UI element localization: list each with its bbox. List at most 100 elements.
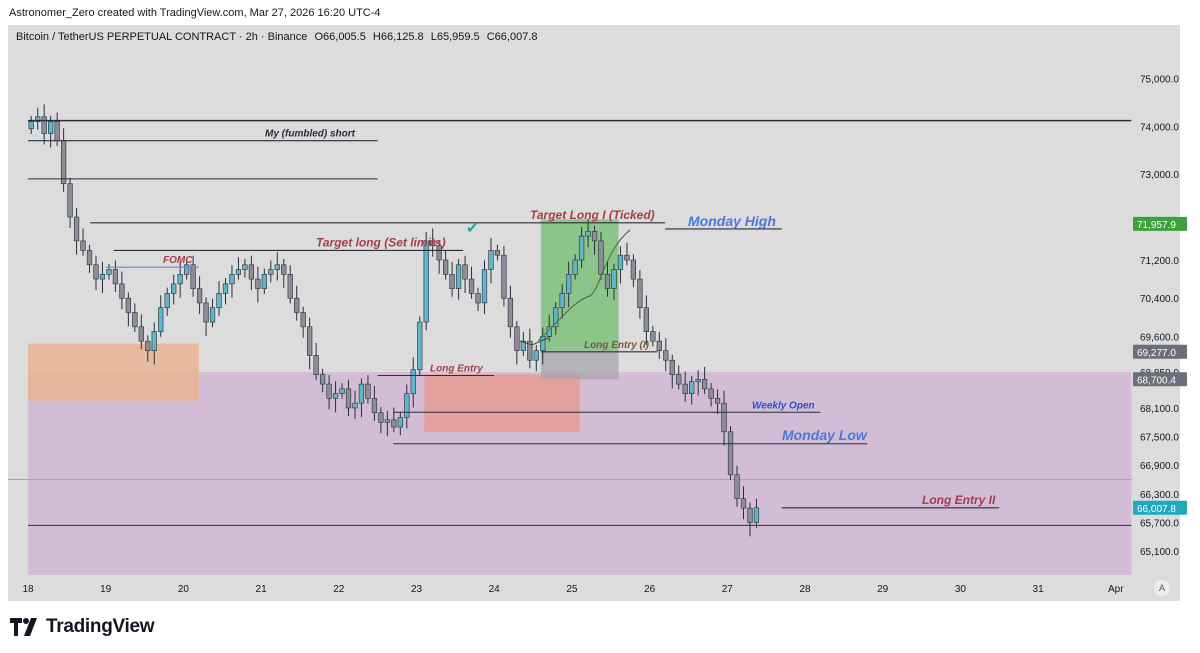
y-tick-label: 66,900.0 <box>1140 461 1179 472</box>
candle-body <box>261 274 267 289</box>
candle-body <box>553 307 559 328</box>
candle-body <box>578 235 585 261</box>
candle-body <box>294 297 300 313</box>
tradingview-logo-icon <box>10 618 37 636</box>
zone-orange <box>28 343 199 401</box>
candle-body <box>559 293 565 309</box>
candle-body <box>714 398 721 404</box>
level-label: Weekly Open <box>752 400 815 411</box>
price-badge <box>1133 344 1187 359</box>
candle-body <box>507 297 514 328</box>
candle-body <box>617 254 624 270</box>
candle-body <box>41 116 47 134</box>
candle-body <box>307 326 313 356</box>
candle-body <box>73 216 80 242</box>
candle-body <box>345 388 352 409</box>
zone-red <box>424 374 580 432</box>
candle-body <box>248 264 255 280</box>
x-tick-label: 23 <box>411 584 423 595</box>
candle-body <box>391 419 397 428</box>
candle-body <box>196 288 203 304</box>
y-tick-label: 68,100.0 <box>1140 404 1179 415</box>
y-tick-label: 74,000.0 <box>1140 122 1179 133</box>
candle-body <box>28 121 34 130</box>
logo-text: TradingView <box>46 616 155 637</box>
auto-scale-button[interactable]: A <box>1154 580 1170 596</box>
ohlc-high: H66,125.8 <box>372 31 424 43</box>
candle-body <box>203 302 209 323</box>
candle-body <box>481 269 488 304</box>
candle-body <box>319 374 326 385</box>
candle-body <box>533 350 539 361</box>
candle-body <box>242 264 248 270</box>
y-tick-label: 67,500.0 <box>1140 433 1179 444</box>
candle-body <box>702 379 708 390</box>
candle-body <box>86 250 93 266</box>
candle-body <box>468 278 475 294</box>
candle-body <box>112 269 119 285</box>
candle-body <box>287 274 293 299</box>
candle-body <box>695 379 701 383</box>
projection-start <box>519 337 549 346</box>
tradingview-logo[interactable]: TradingView <box>10 616 155 638</box>
candle-body <box>520 340 526 351</box>
candle-body <box>80 240 86 251</box>
candle-body <box>48 121 54 134</box>
x-tick-label: 19 <box>100 584 112 595</box>
x-tick-label: 24 <box>489 584 501 595</box>
candle-body <box>430 240 436 246</box>
candle-body <box>501 254 507 299</box>
candle-body <box>514 326 520 351</box>
candle-body <box>682 383 688 394</box>
candle-body <box>443 259 449 275</box>
x-tick-label: Apr <box>1108 584 1124 595</box>
candle-body <box>145 340 151 351</box>
candle-body <box>67 183 73 218</box>
candle-body <box>268 269 274 275</box>
candle-body <box>747 507 753 523</box>
x-tick-label: 29 <box>877 584 889 595</box>
x-tick-label: 20 <box>178 584 190 595</box>
candle-body <box>60 140 67 184</box>
candle-body <box>378 412 384 423</box>
candle-body <box>119 283 125 299</box>
candle-body <box>93 264 99 280</box>
symbol-name[interactable]: Bitcoin / TetherUS PERPETUAL CONTRACT · … <box>16 31 308 43</box>
candle-body <box>423 240 429 323</box>
candle-body <box>184 264 190 275</box>
y-tick-label: 65,700.0 <box>1140 519 1179 530</box>
candle-body <box>209 307 216 323</box>
price-badge-label: 68,700.4 <box>1137 375 1176 386</box>
candle-body <box>630 259 637 280</box>
candle-body <box>332 393 339 399</box>
y-tick-label: 65,100.0 <box>1140 547 1179 558</box>
candle-body <box>229 274 235 285</box>
candle-body <box>598 240 604 275</box>
candle-body <box>740 498 747 509</box>
level-label: Target long (Set limits) <box>316 235 446 249</box>
candle-body <box>339 388 345 394</box>
candle-body <box>99 274 106 280</box>
candle-body <box>358 383 365 404</box>
candle-body <box>449 274 455 289</box>
candle-body <box>216 293 222 309</box>
level-label: FOMC <box>163 255 193 266</box>
candle-body <box>151 331 157 351</box>
candle-body <box>313 355 319 375</box>
projection-path <box>537 229 631 342</box>
candle-body <box>637 278 643 309</box>
candle-body <box>397 417 403 428</box>
candle-body <box>689 381 695 394</box>
candle-body <box>222 283 229 294</box>
candle-body <box>650 331 656 342</box>
candle-body <box>326 383 332 399</box>
price-badge-label: 69,277.0 <box>1137 348 1176 359</box>
candle-body <box>566 274 572 294</box>
candle-body <box>436 245 442 261</box>
candle-body <box>727 431 734 476</box>
candle-body <box>281 264 287 275</box>
candle-body <box>106 269 112 275</box>
candle-body <box>585 231 591 237</box>
candle-body <box>475 293 481 304</box>
